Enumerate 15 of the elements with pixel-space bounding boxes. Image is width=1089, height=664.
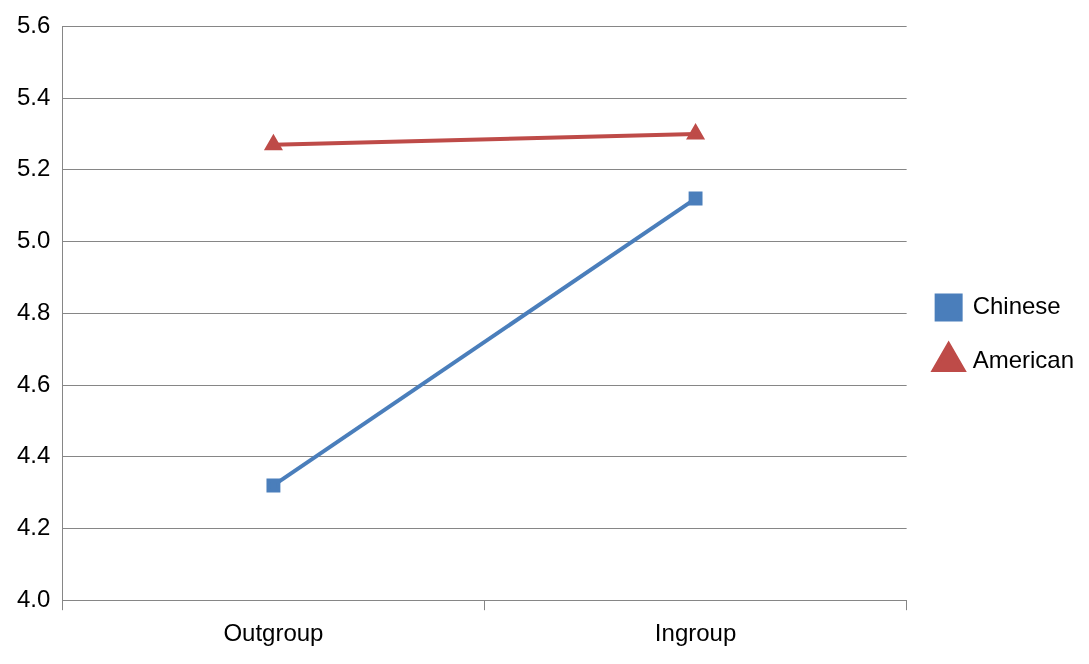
y-tick-label: 4.4	[16, 441, 51, 469]
y-tick-label: 4.6	[16, 369, 51, 397]
y-tick-label: 5.2	[16, 154, 51, 182]
y-tick-label: 5.4	[16, 82, 51, 110]
x-tick-label: Ingroup	[654, 619, 737, 647]
y-tick-label: 4.8	[16, 297, 51, 325]
legend-label: American	[972, 346, 1075, 374]
legend-label: Chinese	[972, 292, 1061, 320]
y-tick-label: 4.0	[16, 584, 51, 612]
x-tick-label: Outgroup	[223, 619, 324, 647]
y-tick-label: 4.2	[16, 513, 51, 541]
y-tick-label: 5.0	[16, 226, 51, 254]
point	[266, 478, 281, 493]
y-tick-label: 5.6	[16, 11, 51, 39]
point	[688, 191, 703, 206]
